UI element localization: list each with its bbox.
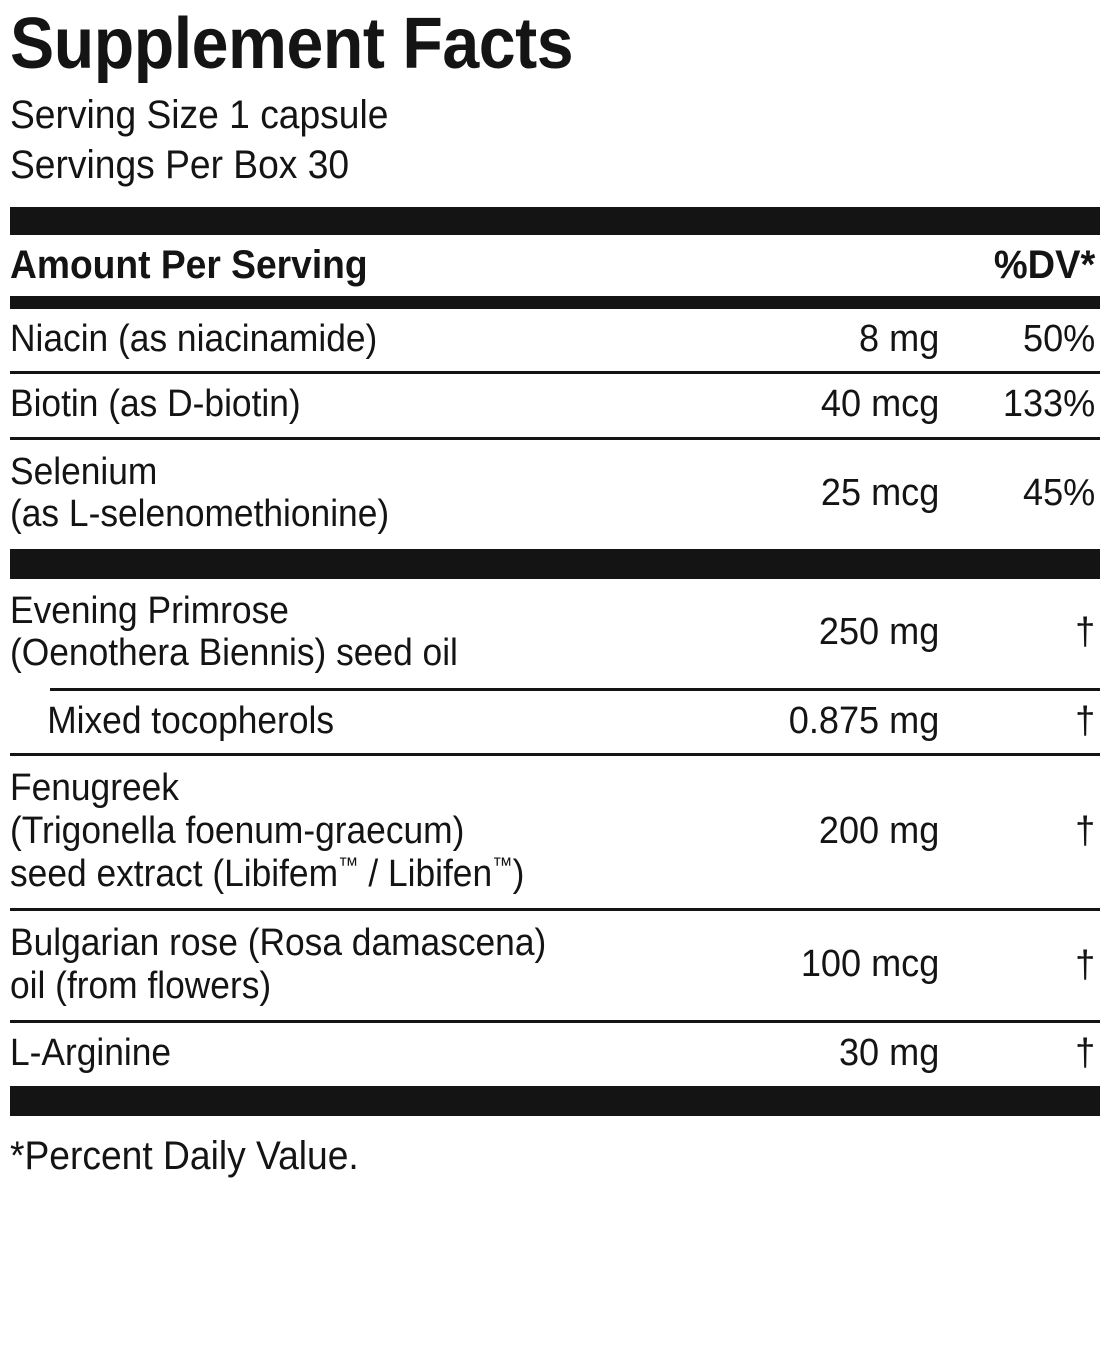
- table-row: Biotin (as D-biotin) 40 mcg 133%: [10, 374, 1100, 437]
- ingredient-dv: †: [1075, 1032, 1096, 1075]
- ingredient-dv: †: [1075, 810, 1096, 853]
- table-row: Mixed tocopherols 0.875 mg †: [10, 691, 1100, 754]
- amount-per-serving-header: Amount Per Serving: [10, 242, 368, 287]
- table-header-row: Amount Per Serving %DV*: [10, 235, 1100, 296]
- table-row: Bulgarian rose (Rosa damascena) oil (fro…: [10, 911, 1100, 1020]
- ingredient-dv: †: [1075, 611, 1096, 654]
- ingredient-amount: 250 mg: [818, 611, 940, 654]
- footer-divider-bar: [10, 1085, 1100, 1116]
- daily-value-footnote: *Percent Daily Value.: [10, 1133, 359, 1178]
- nutrient-name: Selenium (as L-selenomethionine): [10, 450, 390, 536]
- ingredient-amount: 100 mcg: [800, 943, 940, 986]
- blend-rows: Evening Primrose (Oenothera Biennis) see…: [10, 579, 1100, 1086]
- nutrient-name: Niacin (as niacinamide): [10, 317, 378, 360]
- ingredient-name: Fenugreek (Trigonella foenum-graecum) seed…: [10, 767, 525, 895]
- table-row: L-Arginine 30 mg †: [10, 1023, 1100, 1086]
- nutrient-amount: 8 mg: [859, 317, 940, 360]
- nutrient-rows: Niacin (as niacinamide) 8 mg 50% Biotin …: [10, 309, 1100, 549]
- section-divider-bar: [10, 548, 1100, 579]
- ingredient-name: Evening Primrose (Oenothera Biennis) see…: [10, 589, 458, 675]
- nutrient-dv: 45%: [1022, 471, 1096, 514]
- row-divider: [10, 436, 1100, 440]
- nutrient-amount: 25 mcg: [820, 471, 940, 514]
- ingredient-amount: 30 mg: [838, 1032, 940, 1075]
- serving-size-text: Serving Size 1 capsule: [10, 93, 389, 137]
- page-title: Supplement Facts: [10, 4, 574, 84]
- table-row: Selenium (as L-selenomethionine) 25 mcg …: [10, 440, 1100, 549]
- ingredient-amount: 200 mg: [818, 809, 940, 852]
- table-row: Niacin (as niacinamide) 8 mg 50%: [10, 309, 1100, 372]
- header-underline-bar: [10, 295, 1100, 309]
- table-row: Evening Primrose (Oenothera Biennis) see…: [10, 579, 1100, 688]
- nutrient-name: Biotin (as D-biotin): [10, 383, 301, 426]
- ingredient-name: Mixed tocopherols: [47, 699, 335, 742]
- row-divider: [10, 1020, 1100, 1024]
- daily-value-header: %DV*: [993, 242, 1096, 287]
- ingredient-name: Bulgarian rose (Rosa damascena) oil (fro…: [10, 922, 547, 1007]
- ingredient-amount: 0.875 mg: [788, 699, 940, 742]
- row-divider: [10, 371, 1100, 375]
- nutrient-amount: 40 mcg: [820, 383, 940, 426]
- servings-per-container-text: Servings Per Box 30: [10, 143, 350, 188]
- nutrient-dv: 50%: [1022, 317, 1096, 360]
- table-row: Fenugreek (Trigonella foenum-graecum) seed…: [10, 756, 1100, 908]
- ingredient-dv: †: [1075, 700, 1096, 743]
- row-divider-indented: [50, 687, 1100, 691]
- header-divider-bar: [10, 206, 1100, 235]
- row-divider: [10, 753, 1100, 757]
- serving-info: Serving Size 1 capsule Servings Per Box …: [10, 90, 1100, 191]
- row-divider: [10, 908, 1100, 912]
- nutrient-dv: 133%: [1002, 383, 1096, 426]
- ingredient-name: L-Arginine: [10, 1032, 172, 1075]
- ingredient-dv: †: [1075, 943, 1096, 986]
